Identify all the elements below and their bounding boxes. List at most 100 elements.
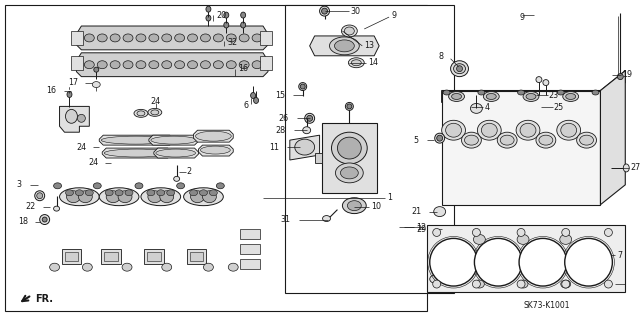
Ellipse shape bbox=[206, 6, 211, 12]
Ellipse shape bbox=[519, 238, 566, 286]
Ellipse shape bbox=[122, 263, 132, 271]
Ellipse shape bbox=[65, 109, 77, 123]
Ellipse shape bbox=[604, 228, 612, 236]
Text: FR.: FR. bbox=[35, 294, 52, 304]
Ellipse shape bbox=[564, 238, 612, 286]
Text: 27: 27 bbox=[630, 163, 640, 173]
Text: 24: 24 bbox=[88, 159, 99, 167]
Ellipse shape bbox=[557, 120, 580, 140]
Ellipse shape bbox=[456, 66, 463, 72]
Polygon shape bbox=[427, 225, 625, 292]
Ellipse shape bbox=[307, 115, 312, 121]
Polygon shape bbox=[47, 215, 238, 279]
Ellipse shape bbox=[99, 188, 139, 206]
Ellipse shape bbox=[252, 61, 262, 69]
Ellipse shape bbox=[580, 135, 593, 145]
Ellipse shape bbox=[323, 216, 330, 221]
Text: 11: 11 bbox=[269, 143, 279, 152]
Text: 21: 21 bbox=[412, 207, 422, 216]
Ellipse shape bbox=[486, 93, 496, 100]
Ellipse shape bbox=[516, 120, 540, 140]
Ellipse shape bbox=[173, 176, 180, 181]
Ellipse shape bbox=[429, 275, 440, 283]
Ellipse shape bbox=[577, 132, 596, 148]
Ellipse shape bbox=[330, 37, 359, 55]
Polygon shape bbox=[442, 71, 625, 102]
Ellipse shape bbox=[562, 228, 570, 236]
Text: 16: 16 bbox=[238, 64, 248, 73]
Text: 4: 4 bbox=[484, 103, 490, 112]
Text: 16: 16 bbox=[47, 86, 56, 95]
Ellipse shape bbox=[97, 34, 107, 42]
Text: SK73-K1001: SK73-K1001 bbox=[523, 301, 570, 310]
Ellipse shape bbox=[137, 111, 145, 116]
Text: 3: 3 bbox=[17, 180, 22, 189]
Text: 15: 15 bbox=[275, 91, 285, 100]
Polygon shape bbox=[102, 148, 172, 158]
Ellipse shape bbox=[200, 61, 211, 69]
Ellipse shape bbox=[454, 64, 465, 74]
Ellipse shape bbox=[481, 123, 497, 137]
Text: 24: 24 bbox=[76, 143, 86, 152]
Bar bbox=[240, 259, 260, 269]
Ellipse shape bbox=[351, 60, 361, 66]
Ellipse shape bbox=[200, 34, 211, 42]
Polygon shape bbox=[310, 36, 379, 56]
Polygon shape bbox=[193, 130, 233, 142]
Ellipse shape bbox=[224, 22, 228, 28]
Ellipse shape bbox=[241, 22, 246, 28]
Ellipse shape bbox=[84, 34, 94, 42]
Ellipse shape bbox=[300, 84, 305, 89]
Ellipse shape bbox=[347, 104, 352, 109]
Polygon shape bbox=[18, 163, 268, 215]
Ellipse shape bbox=[239, 34, 249, 42]
Ellipse shape bbox=[295, 139, 315, 155]
Ellipse shape bbox=[346, 102, 353, 110]
Ellipse shape bbox=[518, 280, 528, 288]
Ellipse shape bbox=[83, 263, 92, 271]
Ellipse shape bbox=[449, 92, 465, 101]
Ellipse shape bbox=[110, 61, 120, 69]
Ellipse shape bbox=[110, 34, 120, 42]
Polygon shape bbox=[76, 26, 268, 50]
Ellipse shape bbox=[429, 238, 477, 286]
Ellipse shape bbox=[472, 280, 481, 288]
Ellipse shape bbox=[79, 191, 92, 203]
Ellipse shape bbox=[557, 90, 564, 95]
Ellipse shape bbox=[101, 136, 171, 144]
Ellipse shape bbox=[156, 149, 196, 157]
Ellipse shape bbox=[200, 146, 230, 154]
Text: 5: 5 bbox=[413, 136, 419, 145]
Ellipse shape bbox=[561, 123, 577, 137]
Ellipse shape bbox=[562, 280, 570, 288]
Ellipse shape bbox=[483, 92, 499, 101]
Bar bbox=[187, 249, 207, 264]
Ellipse shape bbox=[40, 215, 50, 225]
Ellipse shape bbox=[67, 191, 81, 203]
Ellipse shape bbox=[151, 136, 196, 144]
Bar bbox=[144, 249, 164, 264]
Ellipse shape bbox=[216, 183, 224, 189]
Ellipse shape bbox=[344, 27, 355, 35]
Ellipse shape bbox=[337, 137, 361, 159]
Ellipse shape bbox=[149, 61, 159, 69]
Text: 17: 17 bbox=[68, 78, 79, 87]
Text: 13: 13 bbox=[364, 41, 374, 50]
Ellipse shape bbox=[239, 61, 249, 69]
Bar bbox=[260, 31, 272, 45]
Ellipse shape bbox=[305, 113, 315, 123]
Ellipse shape bbox=[224, 12, 228, 18]
Bar bbox=[285, 5, 454, 293]
Ellipse shape bbox=[209, 190, 218, 196]
Bar bbox=[147, 252, 161, 261]
Ellipse shape bbox=[104, 149, 170, 157]
Ellipse shape bbox=[92, 82, 100, 87]
Ellipse shape bbox=[84, 61, 94, 69]
Text: 14: 14 bbox=[368, 58, 378, 67]
Ellipse shape bbox=[461, 132, 481, 148]
Ellipse shape bbox=[147, 190, 155, 196]
Polygon shape bbox=[60, 107, 90, 132]
Text: 26: 26 bbox=[278, 114, 289, 123]
Text: 9: 9 bbox=[520, 12, 525, 22]
Ellipse shape bbox=[436, 135, 443, 141]
